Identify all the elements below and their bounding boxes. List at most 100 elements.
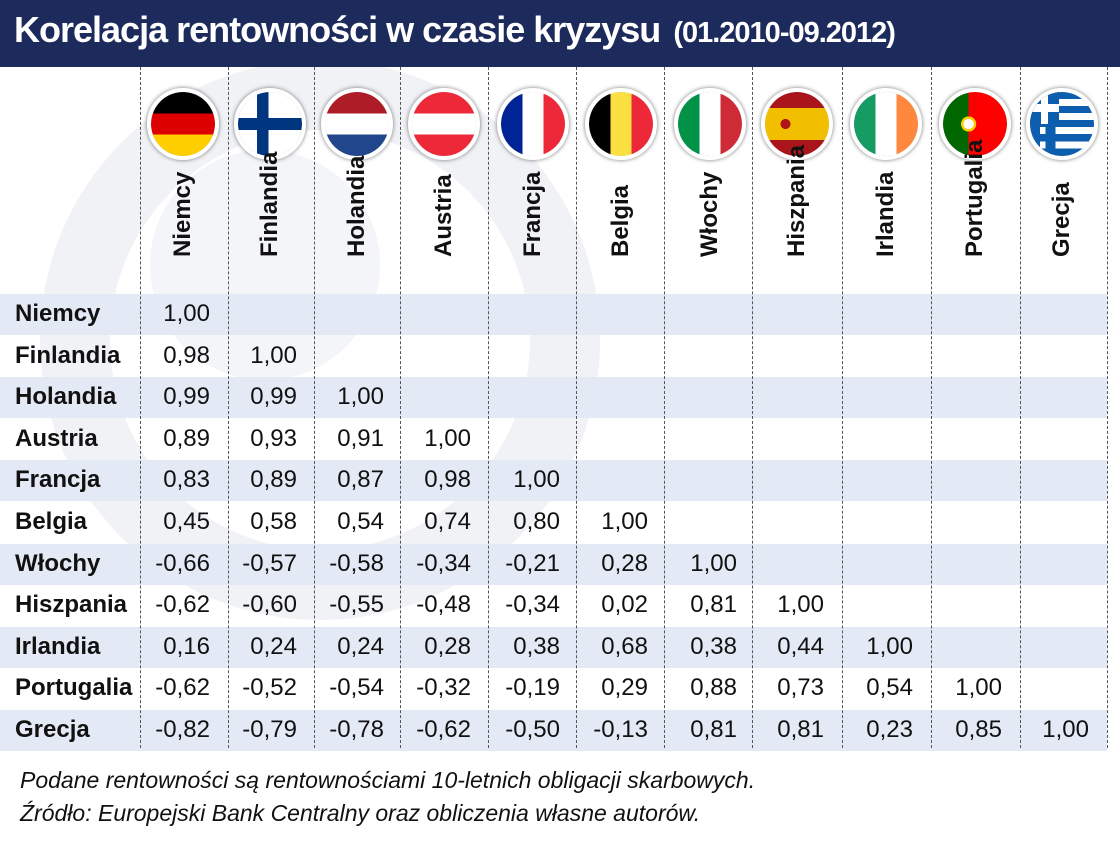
table-row: Francja 0,83 0,89 0,87 0,98 1,00 [0, 460, 1107, 502]
portuguese-flag-icon [939, 88, 1011, 160]
table-cell: 0,98 [424, 466, 471, 494]
watermark-center [150, 150, 380, 380]
table-cell: 0,16 [163, 632, 210, 660]
table-row: Belgia 0,45 0,58 0,54 0,74 0,80 1,00 [0, 502, 1107, 543]
table-cell: -0,60 [242, 591, 297, 619]
table-cell: 0,81 [690, 591, 737, 619]
table-cell: -0,55 [329, 591, 384, 619]
row-label: Holandia [15, 383, 117, 411]
column-divider [140, 67, 141, 748]
row-label: Grecja [15, 716, 90, 743]
table-cell: -0,52 [242, 674, 297, 702]
table-cell: 0,99 [250, 383, 297, 411]
row-label: Włochy [15, 549, 101, 577]
table-cell: -0,21 [505, 549, 560, 577]
table-cell: 1,00 [690, 549, 737, 577]
column-divider [752, 67, 753, 748]
table-cell: 1,00 [1042, 716, 1089, 743]
table-cell: 0,81 [690, 716, 737, 743]
table-cell: 0,85 [955, 716, 1002, 743]
row-label: Irlandia [15, 632, 101, 660]
table-cell: -0,19 [505, 674, 560, 702]
table-cell: 0,38 [513, 632, 560, 660]
table-cell: 0,29 [601, 674, 648, 702]
table-cell: 0,54 [337, 508, 384, 535]
column-divider [400, 67, 401, 748]
title-period: (01.2010-09.2012) [673, 17, 896, 49]
italian-flag-icon [674, 88, 746, 160]
column-header: Belgia [606, 105, 636, 285]
table-cell: 1,00 [513, 466, 560, 494]
column-divider [1020, 67, 1021, 748]
column-divider [228, 67, 229, 748]
table-cell: 0,23 [866, 716, 913, 743]
table-cell: 0,38 [690, 632, 737, 660]
table-cell: 0,99 [163, 383, 210, 411]
table-cell: -0,13 [593, 716, 648, 743]
austrian-flag-icon [408, 88, 480, 160]
table-cell: -0,32 [416, 674, 471, 702]
table-cell: 0,28 [424, 632, 471, 660]
row-label: Belgia [15, 508, 88, 535]
table-cell: 0,24 [337, 632, 384, 660]
column-divider [842, 67, 843, 748]
table-row: Hiszpania -0,62 -0,60 -0,55 -0,48 -0,34 0,02 0,… [0, 585, 1107, 626]
irish-flag-icon [850, 88, 922, 160]
column-header-label: Włochy [696, 171, 723, 257]
column-header: Irlandia [871, 105, 901, 285]
table-cell: 1,00 [424, 424, 471, 452]
table-cell: 0,73 [777, 674, 824, 702]
table-row: Niemcy 1,00 [0, 294, 1107, 335]
table-cell: -0,57 [242, 549, 297, 577]
table-row: Holandia 0,99 0,99 1,00 [0, 377, 1107, 419]
belgian-flag-icon [585, 88, 657, 160]
table-cell: 0,88 [690, 674, 737, 702]
note-text: Podane rentowności są rentownościami 10-… [20, 767, 756, 793]
column-header: Hiszpania [782, 105, 812, 285]
table-cell: 0,45 [163, 508, 210, 535]
table-row: Austria 0,89 0,93 0,91 1,00 [0, 419, 1107, 460]
table-cell: 0,80 [513, 508, 560, 535]
table-cell: 0,58 [250, 508, 297, 535]
column-header: Holandia [342, 105, 372, 285]
column-divider [314, 67, 315, 748]
table-cell: 0,44 [777, 632, 824, 660]
table-row: Grecja -0,82 -0,79 -0,78 -0,62 -0,50 -0,13 0,81… [0, 710, 1107, 751]
column-header: Austria [429, 105, 459, 285]
column-header-label: Belgia [607, 184, 634, 257]
column-divider [664, 67, 665, 748]
table-cell: 0,91 [337, 424, 384, 452]
table-row: Finlandia 0,98 1,00 [0, 336, 1107, 377]
table-cell: 1,00 [601, 508, 648, 535]
table-cell: -0,54 [329, 674, 384, 702]
table-cell: 0,93 [250, 424, 297, 452]
table-cell: -0,34 [505, 591, 560, 619]
table-cell: 0,68 [601, 632, 648, 660]
table-row: Irlandia 0,16 0,24 0,24 0,28 0,38 0,68 0,38 0,44… [0, 626, 1107, 668]
table-row: Włochy -0,66 -0,57 -0,58 -0,34 -0,21 0,28 1,00 [0, 543, 1107, 585]
german-flag-icon [147, 88, 219, 160]
column-header-label: Francja [519, 171, 546, 257]
column-header: Włochy [695, 105, 725, 285]
table-cell: 0,24 [250, 632, 297, 660]
table-cell: -0,62 [155, 591, 210, 619]
french-flag-icon [497, 88, 569, 160]
column-header-label: Finlandia [256, 151, 283, 257]
table-cell: 0,28 [601, 549, 648, 577]
table-cell: -0,66 [155, 549, 210, 577]
row-label: Hiszpania [15, 591, 128, 619]
table-cell: -0,58 [329, 549, 384, 577]
source-text: Źródło: Europejski Bank Centralny oraz o… [20, 800, 701, 826]
column-divider [576, 67, 577, 748]
title-bar: Korelacja rentowności w czasie kryzysu (… [0, 0, 1120, 67]
row-label: Francja [15, 466, 101, 494]
table-cell: 1,00 [777, 591, 824, 619]
table-row: Portugalia -0,62 -0,52 -0,54 -0,32 -0,19 0,29 0… [0, 668, 1107, 709]
dutch-flag-icon [321, 88, 393, 160]
column-divider [931, 67, 932, 748]
finnish-flag-icon [234, 88, 306, 160]
table-cell: -0,62 [416, 716, 471, 743]
column-header: Portugalia [960, 105, 990, 285]
column-header: Niemcy [168, 105, 198, 285]
table-cell: -0,50 [505, 716, 560, 743]
